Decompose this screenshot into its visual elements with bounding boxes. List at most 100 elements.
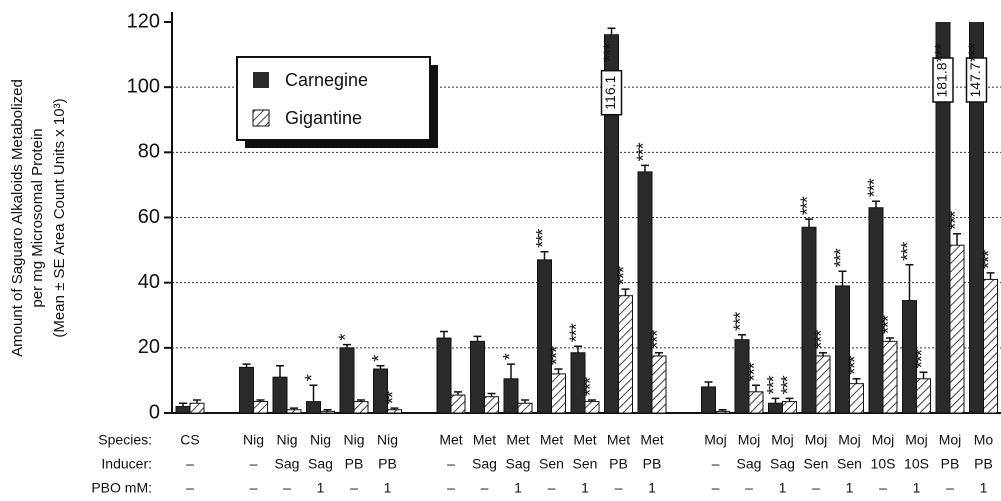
value-label: 181.8 [934,62,950,97]
bar [849,383,864,414]
x-tick-label: PB [378,456,397,472]
error-bar [256,399,265,402]
x-tick-label: – [548,480,556,496]
bar [387,409,402,414]
error-bar [574,345,582,353]
x-tick-label: – [186,480,194,496]
bar [517,402,533,414]
error-bar [718,408,727,412]
x-tick-label: Moj [838,432,861,448]
error-bar [621,288,630,296]
bar [484,396,499,414]
x-tick-label: Sag [737,456,762,472]
x-tick-label: Nig [377,432,398,448]
significance: *** [581,377,601,396]
y-label-line: per mg Microsomal Protein [29,128,46,307]
y-tick-label: 120 [127,10,160,32]
x-tick-label: Moj [872,432,895,448]
error-bar [179,402,187,407]
x-tick-label: 10S [871,456,896,472]
x-tick-label: PB [345,456,364,472]
legend-swatch [253,72,269,88]
y-tick-label: 20 [138,336,160,358]
significance: * [302,374,322,381]
x-tick-label: 1 [514,480,522,496]
y-tick-label: 60 [138,206,160,228]
x-tick-label: Moj [771,432,794,448]
bar [715,410,730,414]
significance: ** [383,391,403,404]
significance: * [369,355,389,362]
error-bar [738,334,746,340]
x-tick-label: PB [609,456,628,472]
error-bar [607,27,616,35]
x-tick-label: Sag [770,456,795,472]
error-bar [357,399,365,402]
significance: *** [567,323,587,342]
error-bar [805,218,813,228]
x-tick-label: Moj [905,432,928,448]
value-label: 147.7 [967,62,983,97]
x-tick-label: Met [607,432,630,448]
error-bar [588,399,596,402]
significance: *** [879,315,899,334]
significance: *** [745,362,765,381]
error-bar [752,384,760,392]
error-bar [193,399,201,404]
bar [801,226,817,414]
error-bar [521,399,529,404]
value-label-box [932,57,954,103]
y-tick-label: 0 [149,401,160,423]
significance: *** [764,375,784,394]
bar [701,386,716,414]
bar [175,405,191,414]
x-tick-label: 1 [779,480,787,496]
y-tick-label: 100 [127,75,160,97]
bar [239,366,254,414]
x-tick-label: – [879,480,887,496]
error-bar [986,272,995,280]
bar [272,376,288,414]
bar [748,391,764,414]
bar [189,402,205,414]
x-tick-label: 1 [846,480,854,496]
x-tick-label: Moj [704,432,727,448]
bar [969,22,984,414]
x-tick-label: PB [941,456,960,472]
error-bar [540,250,549,260]
row-label: Species: [98,432,152,448]
x-tick-label: 1 [317,480,325,496]
bar [835,285,850,414]
x-tick-label: Met [439,432,462,448]
x-tick-label: 1 [913,480,921,496]
x-tick-label: Sen [539,456,564,472]
error-bar [785,397,794,402]
x-tick-label: 1 [581,480,589,496]
bar [551,373,566,414]
significance: *** [979,250,999,269]
row-label: Inducer: [101,456,152,472]
error-bar [554,368,563,374]
error-bar [323,408,332,412]
y-label-line: Amount of Saguaro Alkaloids Metabolized [9,79,26,357]
error-bar [390,407,399,410]
bar [306,401,321,414]
bar [768,402,783,414]
bar [503,378,519,414]
error-bar [276,365,284,378]
error-bar [905,263,914,301]
x-tick-label: – [250,480,258,496]
x-tick-label: 1 [980,480,988,496]
x-tick-label: Met [640,432,663,448]
value-label: 116.1 [602,75,618,109]
annotations: *** *******116.1************************1… [302,43,999,404]
x-tick-label: Sen [804,456,829,472]
value-label-box [600,69,623,116]
significance: * [336,334,356,341]
error-bar [641,164,649,172]
significance: *** [778,375,798,394]
x-tick-label: – [615,480,623,496]
x-tick-label: – [712,456,720,472]
error-bar [655,351,663,356]
x-tick-label: Moj [805,432,828,448]
